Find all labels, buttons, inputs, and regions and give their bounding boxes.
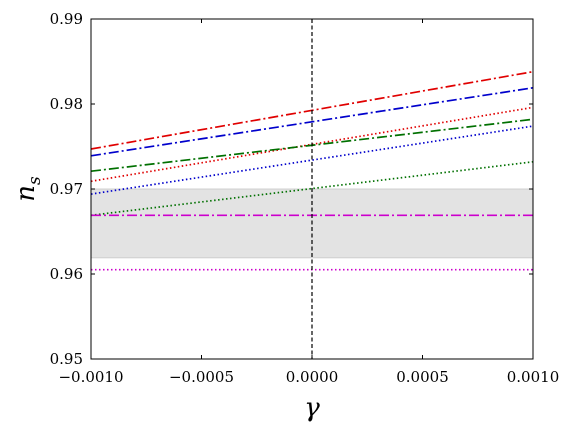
y-tick-label: 0.98 <box>50 95 83 113</box>
x-axis-label: γ <box>304 393 320 423</box>
x-tick-labels: −0.0010 −0.0005 0.0000 0.0005 0.0010 <box>58 368 559 386</box>
plot-frame <box>90 18 534 360</box>
y-tick-label: 0.97 <box>50 180 83 198</box>
x-tick-label: −0.0010 <box>58 368 123 386</box>
x-tick-label: 0.0000 <box>286 368 339 386</box>
plot-area <box>90 18 534 360</box>
x-tick-label: −0.0005 <box>169 368 234 386</box>
series-line-5-dotted <box>90 125 534 195</box>
y-axis-label: ns <box>11 176 45 202</box>
y-tick-label: 0.99 <box>50 10 83 28</box>
series-line-2-dashdot <box>90 86 534 157</box>
y-axis-label-main: n <box>11 185 41 202</box>
y-tick-label: 0.95 <box>50 350 83 368</box>
y-tick-label: 0.96 <box>50 265 83 283</box>
y-tick-labels: 0.95 0.96 0.97 0.98 0.99 <box>50 10 83 368</box>
y-axis-label-subscript: s <box>25 176 45 185</box>
x-tick-label: 0.0010 <box>507 368 560 386</box>
x-tick-label: 0.0005 <box>396 368 449 386</box>
